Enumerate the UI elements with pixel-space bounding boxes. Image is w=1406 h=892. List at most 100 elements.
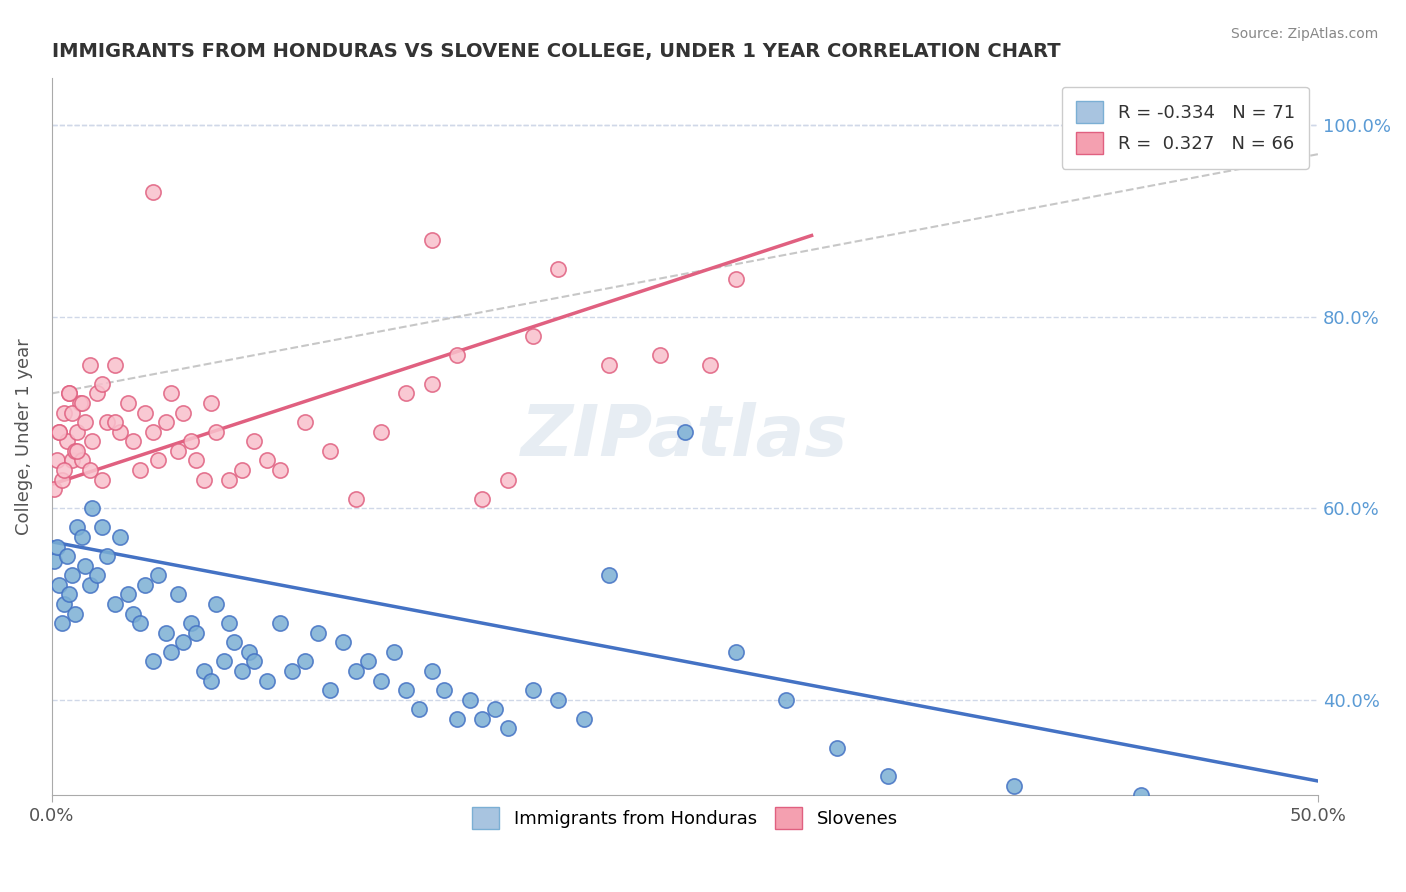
Point: [218, 616, 240, 631]
Point: [775, 692, 797, 706]
Point: [200, 673, 222, 688]
Point: [212, 654, 235, 668]
Point: [180, 434, 202, 449]
Point: [420, 376, 443, 391]
Point: [344, 664, 367, 678]
Point: [598, 568, 620, 582]
Point: [44, 554, 66, 568]
Point: [184, 453, 207, 467]
Point: [69, 396, 91, 410]
Point: [70, 453, 93, 467]
Point: [193, 473, 215, 487]
Point: [117, 587, 139, 601]
Text: IMMIGRANTS FROM HONDURAS VS SLOVENE COLLEGE, UNDER 1 YEAR CORRELATION CHART: IMMIGRANTS FROM HONDURAS VS SLOVENE COLL…: [52, 42, 1060, 61]
Point: [180, 616, 202, 631]
Point: [96, 549, 118, 563]
Point: [79, 463, 101, 477]
Text: Source: ZipAtlas.com: Source: ZipAtlas.com: [1230, 27, 1378, 41]
Point: [572, 712, 595, 726]
Point: [1002, 779, 1025, 793]
Point: [82, 434, 104, 449]
Y-axis label: College, Under 1 year: College, Under 1 year: [15, 338, 32, 535]
Point: [48, 425, 70, 439]
Point: [446, 348, 468, 362]
Point: [45, 540, 67, 554]
Point: [63, 607, 86, 621]
Point: [121, 607, 143, 621]
Point: [48, 425, 70, 439]
Point: [471, 491, 494, 506]
Point: [420, 233, 443, 247]
Point: [146, 453, 169, 467]
Point: [142, 425, 165, 439]
Point: [86, 386, 108, 401]
Point: [60, 568, 83, 582]
Point: [60, 406, 83, 420]
Point: [58, 386, 80, 401]
Point: [370, 673, 392, 688]
Point: [256, 673, 278, 688]
Point: [598, 358, 620, 372]
Point: [269, 463, 291, 477]
Point: [79, 358, 101, 372]
Point: [547, 262, 569, 277]
Point: [471, 712, 494, 726]
Point: [673, 425, 696, 439]
Point: [382, 645, 405, 659]
Point: [496, 722, 519, 736]
Point: [146, 568, 169, 582]
Point: [294, 654, 316, 668]
Point: [172, 635, 194, 649]
Point: [408, 702, 430, 716]
Point: [395, 683, 418, 698]
Point: [56, 549, 79, 563]
Point: [205, 597, 228, 611]
Point: [53, 406, 76, 420]
Point: [70, 530, 93, 544]
Point: [129, 463, 152, 477]
Point: [73, 415, 96, 429]
Point: [269, 616, 291, 631]
Point: [53, 463, 76, 477]
Point: [238, 645, 260, 659]
Point: [395, 386, 418, 401]
Point: [91, 520, 114, 534]
Point: [547, 692, 569, 706]
Point: [200, 396, 222, 410]
Point: [104, 358, 127, 372]
Point: [86, 568, 108, 582]
Point: [357, 654, 380, 668]
Point: [104, 597, 127, 611]
Point: [96, 415, 118, 429]
Point: [66, 443, 89, 458]
Point: [522, 683, 544, 698]
Point: [104, 415, 127, 429]
Point: [58, 386, 80, 401]
Point: [108, 425, 131, 439]
Point: [142, 186, 165, 200]
Point: [205, 425, 228, 439]
Point: [294, 415, 316, 429]
Point: [876, 769, 898, 783]
Point: [53, 597, 76, 611]
Point: [129, 616, 152, 631]
Point: [58, 587, 80, 601]
Point: [66, 425, 89, 439]
Point: [73, 558, 96, 573]
Point: [159, 386, 181, 401]
Point: [134, 406, 156, 420]
Point: [231, 463, 253, 477]
Point: [134, 578, 156, 592]
Point: [319, 683, 342, 698]
Point: [48, 578, 70, 592]
Point: [56, 434, 79, 449]
Point: [91, 376, 114, 391]
Point: [70, 396, 93, 410]
Point: [484, 702, 506, 716]
Point: [243, 434, 266, 449]
Point: [724, 645, 747, 659]
Point: [63, 443, 86, 458]
Point: [433, 683, 456, 698]
Point: [172, 406, 194, 420]
Point: [332, 635, 354, 649]
